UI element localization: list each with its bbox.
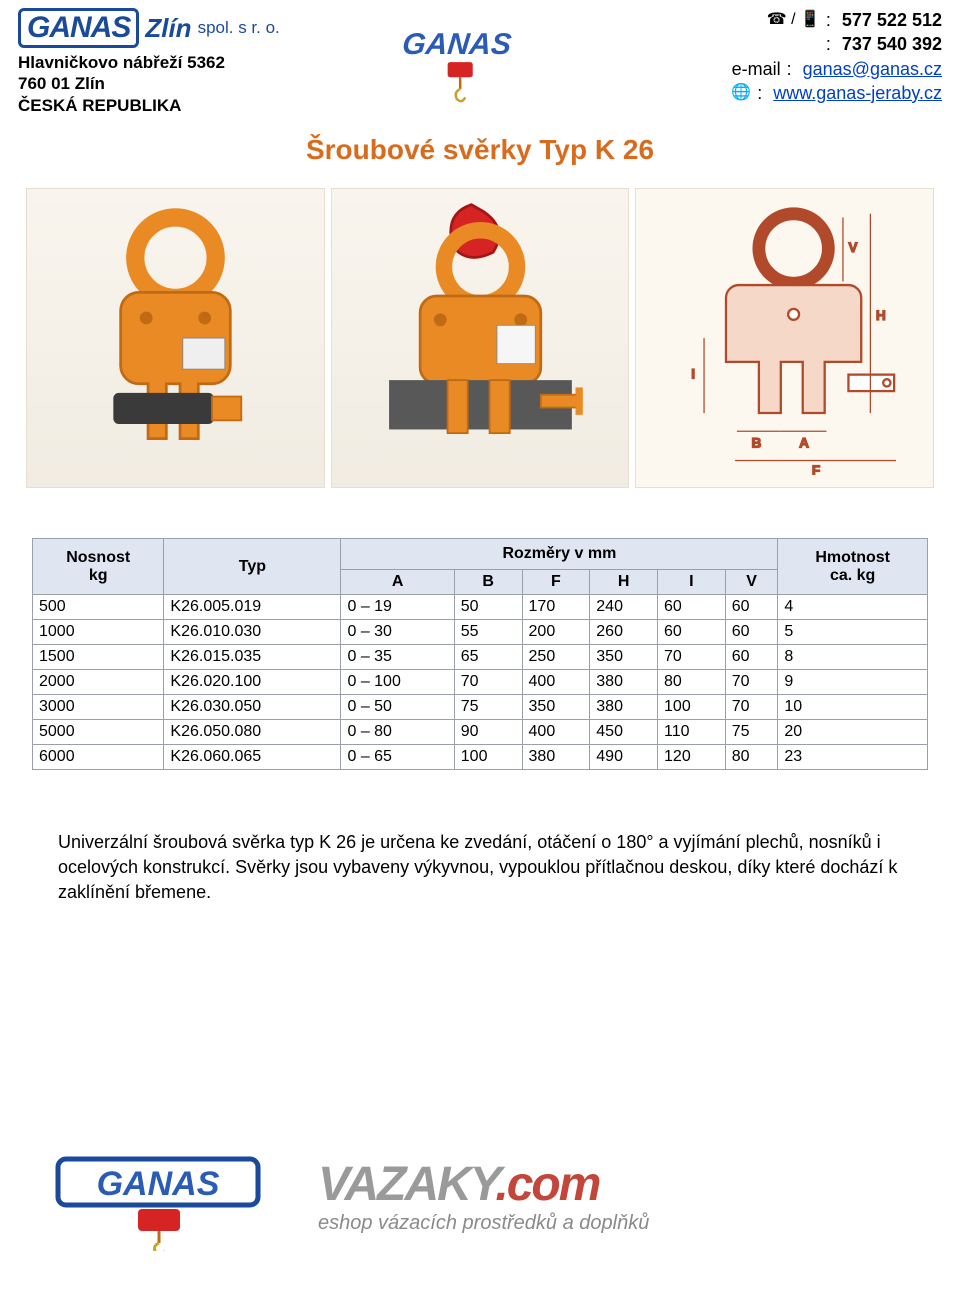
col-rozmery: Rozměry v mm: [341, 539, 778, 570]
svg-text:GANAS: GANAS: [400, 28, 512, 61]
product-diagram: V H I B A F: [635, 188, 934, 488]
svg-text:V: V: [849, 240, 859, 255]
brand-spol: spol. s r. o.: [198, 18, 280, 38]
svg-text:I: I: [691, 366, 695, 381]
table-row: 5000 K26.050.080 0 – 80 90 400 450 110 7…: [33, 720, 928, 745]
brand-city: Zlín: [145, 13, 191, 44]
svg-text:F: F: [812, 463, 820, 475]
table-row: 500 K26.005.019 0 – 19 50 170 240 60 60 …: [33, 595, 928, 620]
svg-text:A: A: [799, 436, 809, 451]
svg-text:GANAS: GANAS: [97, 1165, 220, 1203]
col-nosnost: Nosnostkg: [33, 539, 164, 595]
col-V: V: [725, 570, 778, 595]
email-label: e-mail: [697, 57, 781, 81]
phone-icon: ☎ / 📱: [767, 9, 820, 31]
col-H: H: [590, 570, 658, 595]
address-country: ČESKÁ REPUBLIKA: [18, 95, 318, 116]
footer: GANAS VAZAKY.com eshop vázacích prostřed…: [18, 1126, 942, 1276]
spec-table: Nosnostkg Typ Rozměry v mm Hmotnostca. k…: [32, 538, 928, 770]
table-row: 6000 K26.060.065 0 – 65 100 380 490 120 …: [33, 745, 928, 770]
col-typ: Typ: [164, 539, 341, 595]
address-line-1: Hlavničkovo nábřeží 5362: [18, 52, 318, 73]
ganas-3d-logo-icon: GANAS: [382, 12, 538, 104]
footer-brand-main: VAZAKY: [318, 1158, 495, 1211]
svg-text:H: H: [876, 308, 886, 323]
company-block: GANAS Zlín spol. s r. o. Hlavničkovo náb…: [18, 8, 318, 116]
footer-brand-block: VAZAKY.com eshop vázacích prostředků a d…: [318, 1157, 649, 1235]
page-title: Šroubové svěrky Typ K 26: [18, 134, 942, 166]
address-line-2: 760 01 Zlín: [18, 73, 318, 94]
brand-logo: GANAS: [18, 8, 139, 48]
footer-brand-domain: .com: [495, 1158, 599, 1211]
spec-table-wrap: Nosnostkg Typ Rozměry v mm Hmotnostca. k…: [32, 538, 928, 770]
col-F: F: [522, 570, 590, 595]
footer-subtitle: eshop vázacích prostředků a doplňků: [318, 1212, 649, 1235]
center-logo: GANAS: [360, 8, 560, 108]
col-B: B: [454, 570, 522, 595]
col-A: A: [341, 570, 454, 595]
product-photo-2: [331, 188, 630, 488]
svg-text:B: B: [752, 436, 762, 451]
table-row: 3000 K26.030.050 0 – 50 75 350 380 100 7…: [33, 695, 928, 720]
table-row: 1000 K26.010.030 0 – 30 55 200 260 60 60…: [33, 620, 928, 645]
phone-1: 577 522 512: [842, 8, 942, 32]
company-address: Hlavničkovo nábřeží 5362 760 01 Zlín ČES…: [18, 52, 318, 116]
table-row: 1500 K26.015.035 0 – 35 65 250 350 70 60…: [33, 645, 928, 670]
product-photo-1: [26, 188, 325, 488]
product-image-row: V H I B A F: [26, 188, 934, 488]
footer-ganas-logo: GANAS: [48, 1146, 278, 1246]
globe-icon: 🌐: [731, 82, 751, 104]
contact-block: ☎ / 📱 : 577 522 512 : 737 540 392 e-mail…: [602, 8, 942, 105]
table-row: 2000 K26.020.100 0 – 100 70 400 380 80 7…: [33, 670, 928, 695]
web-link[interactable]: www.ganas-jeraby.cz: [773, 81, 942, 105]
col-hmotnost: Hmotnostca. kg: [778, 539, 928, 595]
phone-2: 737 540 392: [842, 32, 942, 56]
col-I: I: [658, 570, 726, 595]
header: GANAS Zlín spol. s r. o. Hlavničkovo náb…: [18, 8, 942, 120]
description-paragraph: Univerzální šroubová svěrka typ K 26 je …: [58, 830, 902, 906]
email-link[interactable]: ganas@ganas.cz: [803, 57, 942, 81]
